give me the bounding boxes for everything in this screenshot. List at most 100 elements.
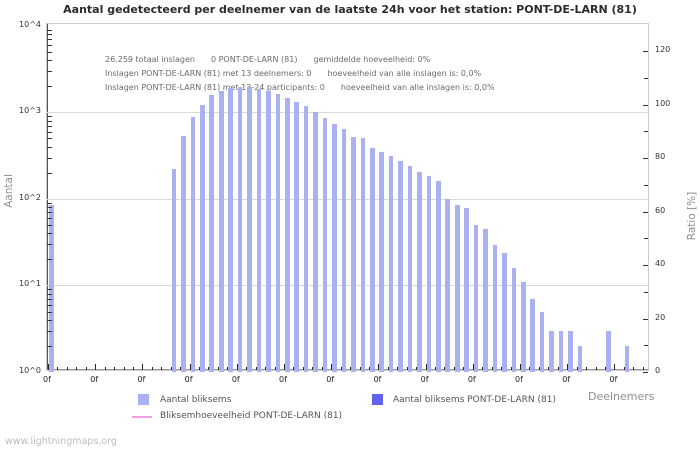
y-axis-line [47, 24, 48, 370]
x-minor-tick [57, 367, 59, 370]
ratio-tick [644, 77, 648, 79]
bar [322, 117, 328, 372]
y-tick-label: 10^2 [19, 192, 41, 202]
ratio-tick [643, 158, 648, 159]
x-minor-tick [406, 367, 408, 370]
y-minor-tick [47, 125, 52, 127]
ratio-tick-label: 80 [655, 152, 666, 161]
bar [568, 330, 573, 372]
y-axis-title-right: Ratio [%] [686, 191, 698, 241]
x-minor-tick [66, 367, 68, 370]
x-minor-tick [576, 367, 578, 370]
ratio-tick [643, 211, 648, 213]
bar [473, 224, 479, 372]
bar [388, 155, 394, 372]
bar [624, 345, 630, 372]
x-minor-tick [482, 367, 484, 370]
y-minor-tick [47, 298, 52, 300]
legend-swatch-aantal-bliksems [138, 394, 149, 405]
x-minor-tick [387, 367, 389, 370]
y-axis-title-left: Aantal [3, 174, 15, 208]
bar [417, 171, 422, 372]
x-tick-label: 0f [373, 375, 382, 384]
ratio-tick [643, 51, 648, 52]
ratio-tick [643, 265, 648, 266]
x-major-tick [567, 364, 569, 370]
ratio-tick-label: 0 [655, 366, 661, 375]
x-minor-tick [123, 367, 125, 370]
x-minor-tick [76, 367, 78, 370]
x-minor-tick [302, 367, 304, 370]
bar [577, 345, 583, 372]
y-minor-tick [47, 60, 52, 62]
station-13-24-participants: Inslagen PONT-DE-LARN (81) met 13-24 par… [105, 83, 325, 92]
bar [228, 87, 233, 372]
x-major-tick [95, 364, 97, 370]
x-tick-label: 0f [609, 375, 618, 384]
x-tick-label: 0f [231, 375, 240, 384]
stats-line-1: 26.259 totaal inslagen 0 PONT-DE-LARN (8… [105, 53, 495, 67]
x-minor-tick [265, 367, 267, 370]
station-13-ratio: hoeveelheid van alle inslagen is: 0,0% [327, 69, 482, 78]
x-minor-tick [312, 367, 314, 370]
x-tick-label: 0f [184, 375, 193, 384]
bar [558, 330, 564, 372]
y-tick-label: 10^3 [19, 106, 41, 116]
ratio-tick [644, 345, 648, 347]
bar [483, 228, 488, 372]
y-minor-tick [47, 138, 52, 140]
ratio-tick-label: 20 [655, 312, 666, 322]
bar [313, 111, 318, 372]
x-minor-tick [397, 367, 399, 370]
bar [605, 330, 611, 372]
ratio-tick [643, 318, 648, 320]
y-minor-tick [47, 172, 52, 174]
x-tick-label: 0f [137, 375, 146, 384]
x-minor-tick [170, 367, 172, 370]
y-minor-tick [47, 207, 52, 209]
y-minor-tick [47, 39, 52, 41]
y-minor-tick [47, 330, 52, 332]
ratio-tick [644, 238, 648, 240]
bar [294, 102, 300, 372]
stats-line-3: Inslagen PONT-DE-LARN (81) met 13-24 par… [105, 81, 495, 95]
x-minor-tick [595, 367, 597, 370]
legend-label-station-bliksems: Aantal bliksems PONT-DE-LARN (81) [393, 395, 556, 405]
y-minor-tick [47, 51, 52, 53]
y-minor-tick [47, 45, 52, 46]
x-minor-tick [132, 367, 134, 370]
legend-label-bliksemhoeveelheid: Bliksemhoeveelheid PONT-DE-LARN (81) [160, 411, 343, 421]
x-minor-tick [491, 367, 493, 370]
y-minor-tick [47, 146, 52, 148]
bar [530, 298, 536, 372]
bar [49, 205, 54, 372]
bar [266, 91, 271, 372]
y-minor-tick [47, 212, 52, 214]
x-tick-label: 0f [326, 375, 335, 384]
y-minor-tick [47, 244, 52, 246]
station-13-24-ratio: hoeveelheid van alle inslagen is: 0,0% [340, 83, 495, 92]
bar [360, 137, 366, 372]
y-minor-tick [47, 131, 52, 133]
x-minor-tick [321, 367, 323, 370]
x-minor-tick [510, 367, 512, 370]
x-minor-tick [586, 367, 588, 370]
y-minor-tick [47, 304, 52, 306]
x-minor-tick [85, 367, 87, 370]
bar [407, 165, 413, 372]
x-minor-tick [501, 367, 503, 370]
bar [454, 204, 460, 372]
bar [218, 90, 224, 372]
x-minor-tick [642, 367, 644, 370]
x-minor-tick [151, 367, 153, 370]
x-minor-tick [623, 367, 625, 370]
bar [426, 176, 432, 372]
bar [285, 97, 290, 372]
y-tick-label: 10^0 [19, 366, 41, 375]
y-minor-tick [47, 29, 52, 31]
plot-area: 26.259 totaal inslagen 0 PONT-DE-LARN (8… [46, 23, 649, 373]
y-minor-tick [47, 157, 52, 159]
bar [200, 104, 205, 372]
x-major-tick [331, 364, 333, 370]
